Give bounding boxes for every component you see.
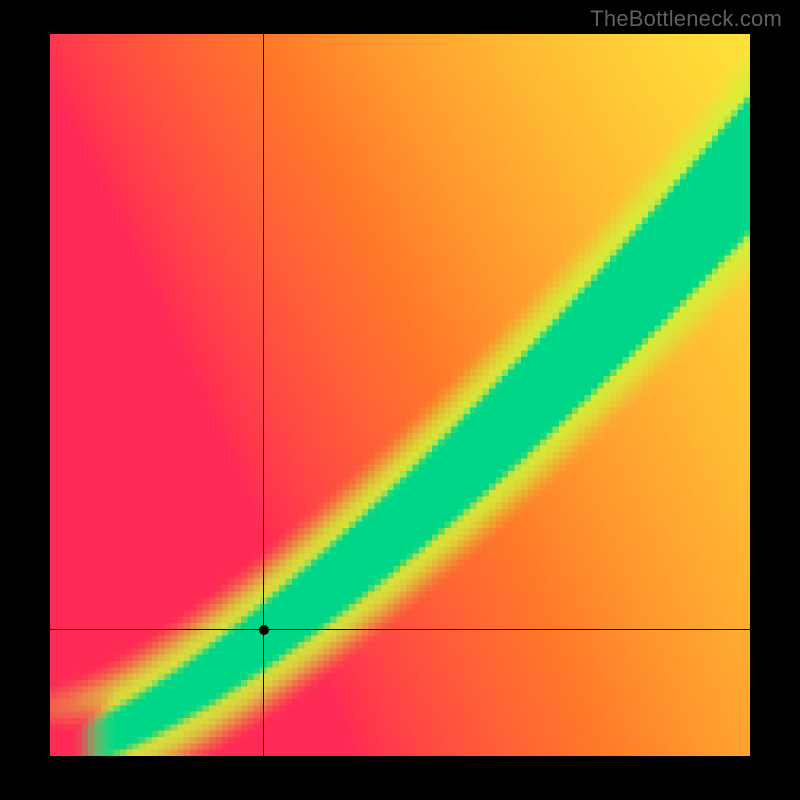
chart-container: TheBottleneck.com xyxy=(0,0,800,800)
data-point-marker xyxy=(259,625,269,635)
watermark-text: TheBottleneck.com xyxy=(590,6,782,32)
crosshair-horizontal xyxy=(50,629,750,630)
crosshair-vertical xyxy=(263,34,264,756)
heatmap-canvas xyxy=(50,34,750,756)
